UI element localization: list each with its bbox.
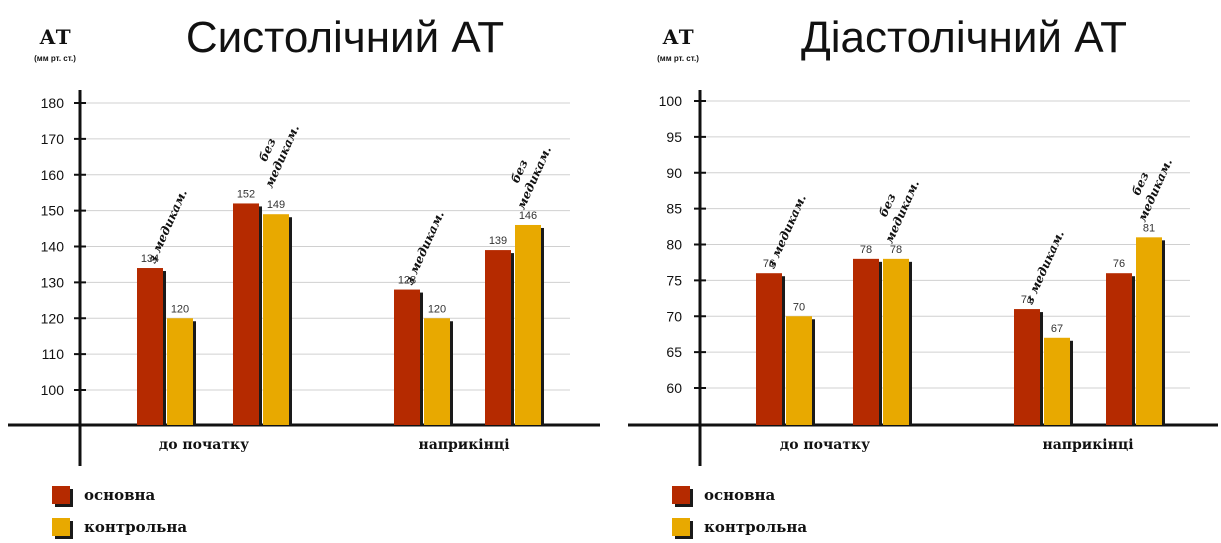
bar-main bbox=[853, 258, 879, 425]
legend-label: основна bbox=[704, 486, 776, 504]
group-label: з медикам. bbox=[145, 187, 190, 265]
legend-label: основна bbox=[84, 486, 156, 504]
legend-swatch bbox=[52, 486, 70, 504]
group-label-text: з медикам. bbox=[764, 192, 809, 270]
group-label: безмедикам. bbox=[1120, 150, 1175, 224]
bar-control bbox=[424, 318, 450, 425]
bar-main bbox=[485, 250, 511, 425]
data-label: 67 bbox=[1051, 323, 1063, 335]
y-tick-label: 85 bbox=[666, 201, 682, 217]
data-label: 128 bbox=[398, 275, 416, 287]
y-tick-label: 170 bbox=[41, 131, 65, 147]
y-axis-unit: (мм рт. ст.) bbox=[34, 54, 76, 63]
group-label-text: з медикам. bbox=[1022, 228, 1067, 306]
group-label-text: безмедикам. bbox=[1120, 150, 1175, 224]
group-label-text: з медикам. bbox=[145, 187, 190, 265]
chart-diastolic: Діастолічний АТ АТ (мм рт. ст.) 60 65 70 75 80 8… bbox=[628, 13, 1218, 539]
y-tick-label: 100 bbox=[41, 382, 65, 398]
x-category-label: наприкінці bbox=[1042, 437, 1133, 453]
legend-label: контрольна bbox=[704, 518, 807, 536]
data-label: 70 bbox=[793, 301, 805, 313]
data-label: 139 bbox=[489, 235, 507, 247]
data-label: 146 bbox=[519, 210, 537, 222]
data-label: 134 bbox=[141, 253, 159, 265]
y-tick-label: 140 bbox=[41, 239, 65, 255]
y-tick-label: 80 bbox=[666, 237, 682, 253]
y-tick-label: 70 bbox=[666, 308, 682, 324]
data-label: 120 bbox=[428, 303, 446, 315]
data-label: 78 bbox=[860, 244, 872, 256]
group-label: з медикам. bbox=[764, 192, 809, 270]
data-label: 76 bbox=[1113, 258, 1125, 270]
bar-main bbox=[233, 203, 259, 425]
bar-main bbox=[394, 289, 420, 425]
data-label: 152 bbox=[237, 188, 255, 200]
y-tick-label: 60 bbox=[666, 380, 682, 396]
bar-control bbox=[263, 214, 289, 425]
x-category-label: до початку bbox=[159, 437, 249, 453]
data-label: 76 bbox=[763, 258, 775, 270]
legend-swatch bbox=[52, 518, 70, 536]
group-label: безмедикам. bbox=[247, 116, 302, 190]
y-tick-label: 160 bbox=[41, 167, 65, 183]
chart-systolic: Систолічний АТ АТ (мм рт. ст.) 100 110 120 130… bbox=[8, 13, 600, 539]
data-label: 149 bbox=[267, 199, 285, 211]
group-label-text: з медикам. bbox=[402, 209, 447, 287]
y-tick-label: 110 bbox=[42, 346, 65, 362]
y-tick-label: 65 bbox=[666, 344, 682, 360]
x-category-label: наприкінці bbox=[418, 437, 509, 453]
group-label: з медикам. bbox=[1022, 228, 1067, 306]
bar-main bbox=[1106, 273, 1132, 425]
data-label: 81 bbox=[1143, 222, 1155, 234]
y-tick-label: 100 bbox=[659, 93, 683, 109]
bar-main bbox=[756, 273, 782, 425]
y-axis-label: АТ bbox=[662, 25, 693, 49]
y-tick-label: 180 bbox=[41, 95, 65, 111]
y-tick-label: 75 bbox=[666, 272, 682, 288]
group-label: з медикам. bbox=[402, 209, 447, 287]
legend-label: контрольна bbox=[84, 518, 187, 536]
y-tick-label: 150 bbox=[41, 203, 65, 219]
legend-swatch bbox=[672, 486, 690, 504]
bar-control bbox=[786, 316, 812, 425]
legend-swatch bbox=[672, 518, 690, 536]
bar-main bbox=[1014, 309, 1040, 425]
data-label: 78 bbox=[890, 244, 902, 256]
bar-control bbox=[883, 258, 909, 425]
data-label: 120 bbox=[171, 303, 189, 315]
bar-control bbox=[1136, 237, 1162, 425]
bar-main bbox=[137, 268, 163, 425]
bar-control bbox=[515, 224, 541, 425]
group-label-text: безмедикам. bbox=[247, 116, 302, 190]
chart-title: Систолічний АТ bbox=[186, 13, 504, 62]
y-tick-label: 95 bbox=[666, 129, 682, 145]
data-label: 71 bbox=[1021, 294, 1033, 306]
y-tick-label: 130 bbox=[41, 274, 65, 290]
y-tick-label: 120 bbox=[41, 310, 65, 326]
x-category-label: до початку bbox=[780, 437, 870, 453]
chart-title: Діастолічний АТ bbox=[801, 13, 1127, 62]
y-tick-label: 90 bbox=[666, 165, 682, 181]
y-axis-label: АТ bbox=[39, 25, 70, 49]
bar-control bbox=[167, 318, 193, 425]
bar-control bbox=[1044, 337, 1070, 425]
y-axis-unit: (мм рт. ст.) bbox=[657, 54, 699, 63]
